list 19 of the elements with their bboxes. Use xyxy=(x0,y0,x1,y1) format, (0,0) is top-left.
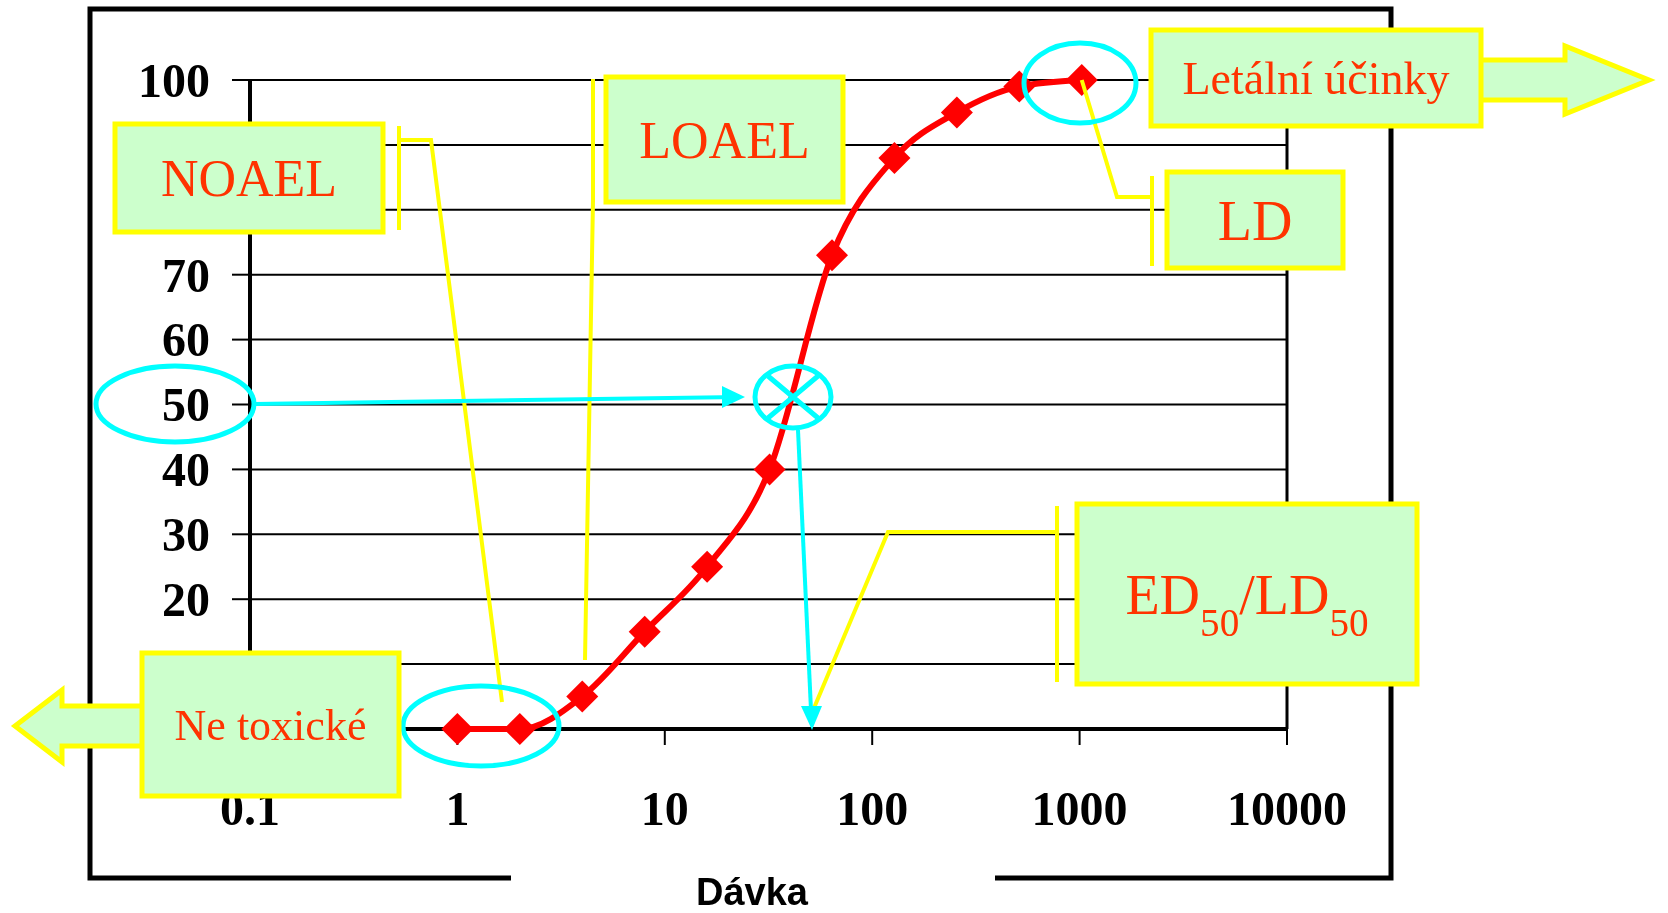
x-tick-label: 100 xyxy=(836,782,909,835)
y-tick-label: 100 xyxy=(138,53,210,107)
x-tick-label: 1 xyxy=(445,782,470,835)
annotation: Letální účinky xyxy=(1182,53,1450,105)
y-tick-label: 70 xyxy=(162,248,210,302)
x-tick-label: 1000 xyxy=(1031,782,1128,835)
x-tick-label: 10 xyxy=(640,782,689,835)
annotation: NOAEL xyxy=(160,150,338,208)
y-tick-label: 40 xyxy=(162,443,210,497)
y-tick-label: 20 xyxy=(162,573,210,626)
x-axis-title: Dávka xyxy=(696,871,809,913)
y-tick-label: 50 xyxy=(162,378,210,432)
annotation: ED$_{50}$/LD$_{50}$ xyxy=(1125,563,1369,644)
annotation: LD xyxy=(1217,189,1293,252)
y-tick-label: 60 xyxy=(162,313,210,367)
annotation: LOAEL xyxy=(639,111,810,169)
annotation: Ne toxické xyxy=(174,700,367,750)
x-tick-label: 10000 xyxy=(1227,782,1347,835)
y-tick-label: 30 xyxy=(162,508,210,562)
